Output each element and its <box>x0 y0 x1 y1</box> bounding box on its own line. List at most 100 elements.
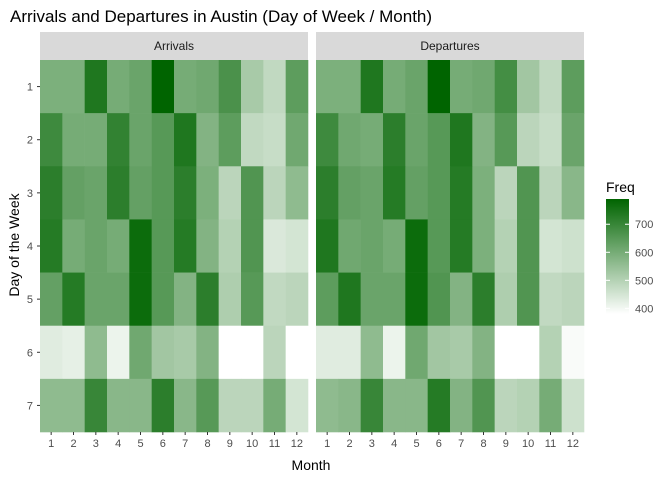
heatmap-cell <box>285 166 309 220</box>
heatmap-cell <box>405 113 428 167</box>
heatmap-cell <box>517 378 540 433</box>
heatmap-cell <box>472 113 495 167</box>
heatmap-cell <box>40 166 63 220</box>
heatmap-cell <box>129 272 152 327</box>
heatmap-cell <box>241 272 264 327</box>
heatmap-cell <box>494 60 518 114</box>
heatmap-cell <box>539 325 562 380</box>
panel-strip-label: Arrivals <box>154 39 194 53</box>
heatmap-cell <box>539 378 562 433</box>
heatmap-cell <box>129 219 152 273</box>
heatmap-cell <box>427 60 451 114</box>
heatmap-cell <box>472 378 495 433</box>
heatmap-cell <box>383 166 406 220</box>
heatmap-cell <box>107 325 130 380</box>
heatmap-cell <box>405 325 428 380</box>
heatmap-cell <box>40 325 63 380</box>
chart-title: Arrivals and Departures in Austin (Day o… <box>10 7 432 26</box>
heatmap-cell <box>517 272 540 327</box>
heatmap-cell <box>151 378 175 433</box>
x-tick-label: 12 <box>291 438 303 450</box>
heatmap-cell <box>263 325 286 380</box>
heatmap-cell <box>84 60 108 114</box>
heatmap-cell <box>427 378 451 433</box>
heatmap-cell <box>338 113 361 167</box>
x-tick-label: 1 <box>48 438 54 450</box>
heatmap-cell <box>561 272 585 327</box>
heatmap-cell <box>383 60 406 114</box>
heatmap-cell <box>218 378 242 433</box>
heatmap-cell <box>40 60 63 114</box>
heatmap-cell <box>129 325 152 380</box>
heatmap-cell <box>174 378 197 433</box>
heatmap-cell <box>241 325 264 380</box>
heatmap-cell <box>450 272 473 327</box>
heatmap-cell <box>263 60 286 114</box>
heatmap-cell <box>129 60 152 114</box>
x-tick-label: 5 <box>413 438 419 450</box>
heatmap-cell <box>263 113 286 167</box>
heatmap-cell <box>561 325 585 380</box>
heatmap-cell <box>40 272 63 327</box>
heatmap-cell <box>561 60 585 114</box>
heatmap-cell <box>196 166 219 220</box>
heatmap-cell <box>84 325 108 380</box>
heatmap-cell <box>450 166 473 220</box>
heatmap-cell <box>241 60 264 114</box>
heatmap-cell <box>196 325 219 380</box>
heatmap-cell <box>338 219 361 273</box>
heatmap-cell <box>472 166 495 220</box>
heatmap-cell <box>62 378 85 433</box>
heatmap-cell <box>84 219 108 273</box>
heatmap-cell <box>472 219 495 273</box>
heatmap-cell <box>316 166 339 220</box>
y-tick-label: 1 <box>27 82 33 94</box>
heatmap-cell <box>151 272 175 327</box>
heatmap-cell <box>196 219 219 273</box>
heatmap-cell <box>405 378 428 433</box>
heatmap-cell <box>494 272 518 327</box>
heatmap-cell <box>360 219 384 273</box>
legend-tick-label: 700 <box>635 219 653 231</box>
heatmap-cell <box>151 219 175 273</box>
x-tick-label: 9 <box>227 438 233 450</box>
heatmap-cell <box>285 219 309 273</box>
heatmap-cell <box>539 166 562 220</box>
heatmap-cell <box>517 325 540 380</box>
heatmap-cell <box>174 219 197 273</box>
x-tick-label: 3 <box>369 438 375 450</box>
heatmap-cell <box>151 113 175 167</box>
heatmap-cell <box>338 325 361 380</box>
x-axis-title: Month <box>292 457 331 473</box>
y-tick-label: 5 <box>27 294 33 306</box>
heatmap-cell <box>196 113 219 167</box>
x-tick-label: 6 <box>436 438 442 450</box>
legend-tick-label: 400 <box>635 303 653 315</box>
y-axis: 1 2 3 4 5 6 7 <box>27 82 40 412</box>
heatmap-cell <box>383 378 406 433</box>
legend-ticks: 400 500 600 700 <box>606 219 653 315</box>
x-tick-label: 7 <box>458 438 464 450</box>
x-tick-label: 11 <box>545 438 556 450</box>
x-tick-label: 3 <box>93 438 99 450</box>
heatmap-cell <box>84 113 108 167</box>
heatmap-cell <box>40 378 63 433</box>
heatmap-cell <box>338 272 361 327</box>
heatmap-cell <box>151 325 175 380</box>
heatmap-cell <box>218 272 242 327</box>
heatmap-cell <box>285 272 309 327</box>
x-tick-label: 8 <box>204 438 210 450</box>
y-tick-label: 6 <box>27 347 33 359</box>
heatmap-cell <box>196 378 219 433</box>
x-tick-label: 5 <box>137 438 143 450</box>
heatmap-cell <box>285 378 309 433</box>
heatmap-cell <box>241 378 264 433</box>
heatmap-cell <box>539 219 562 273</box>
heatmap-cell <box>218 325 242 380</box>
heatmap-cell <box>360 166 384 220</box>
x-tick-label: 7 <box>182 438 188 450</box>
